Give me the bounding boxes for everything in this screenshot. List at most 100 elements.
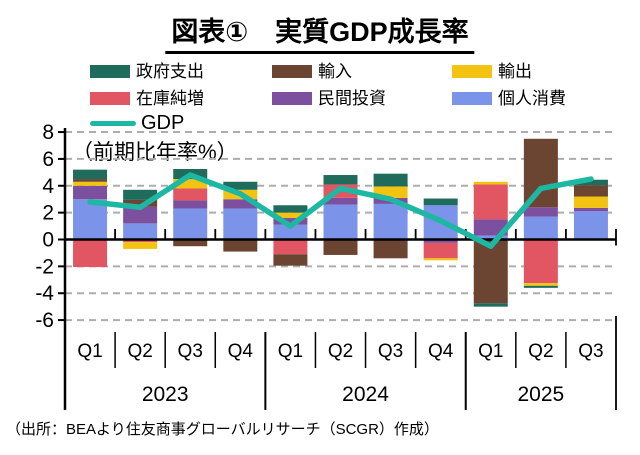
segment-個人消費	[123, 223, 158, 240]
legend-swatch-gdp-line	[90, 121, 136, 126]
segment-個人消費	[223, 208, 258, 240]
segment-輸入	[523, 138, 558, 208]
segment-民間投資	[173, 200, 208, 209]
y-tick-label: 6	[42, 148, 54, 171]
chart-title: 図表① 実質GDP成長率	[165, 10, 475, 54]
bar-2023-Q2	[123, 189, 158, 249]
legend-label-inventories: 在庫純増	[136, 89, 204, 108]
segment-民間投資	[323, 197, 358, 205]
segment-政府支出	[73, 169, 108, 180]
segment-在庫純増	[173, 188, 208, 201]
segment-輸入	[273, 254, 308, 266]
legend-label-investment: 民間投資	[318, 89, 386, 108]
segment-政府支出	[373, 173, 408, 187]
legend-item-exports: 輸出	[452, 63, 532, 80]
segment-輸入	[123, 199, 158, 207]
segment-個人消費	[323, 204, 358, 240]
segment-民間投資	[523, 207, 558, 217]
legend-swatch-government	[90, 65, 130, 78]
quarter-label: Q2	[528, 341, 553, 362]
y-tick-label: 0	[42, 229, 54, 252]
segment-個人消費	[523, 216, 558, 240]
legend-label-exports: 輸出	[498, 62, 532, 81]
segment-個人消費	[173, 208, 208, 240]
segment-政府支出	[273, 205, 308, 213]
legend-label-government: 政府支出	[136, 62, 204, 81]
x-axis	[65, 229, 617, 246]
segment-政府支出	[223, 181, 258, 190]
segment-政府支出	[473, 303, 508, 307]
segment-輸出	[123, 242, 158, 249]
segment-個人消費	[573, 211, 608, 240]
legend-swatch-consumption	[452, 92, 492, 105]
segment-輸出	[273, 212, 308, 219]
y-tick-label: -2	[35, 255, 54, 278]
legend-item-government: 政府支出	[90, 63, 204, 80]
segment-個人消費	[373, 203, 408, 240]
year-label: 2023	[142, 383, 189, 406]
y-axis: 8 6 4 2 0 -2 -4 -6	[35, 121, 67, 410]
y-tick-label: -4	[35, 282, 54, 305]
segment-在庫純増	[473, 184, 508, 220]
segment-政府支出	[323, 175, 358, 185]
segment-政府支出	[123, 189, 158, 200]
segment-在庫純増	[273, 239, 308, 255]
quarter-label: Q2	[127, 341, 152, 362]
quarter-label: Q1	[478, 341, 503, 362]
segment-輸入	[173, 239, 208, 247]
segment-民間投資	[573, 207, 608, 212]
segment-輸入	[373, 239, 408, 259]
legend-label-gdp: GDP	[141, 112, 185, 134]
legend-item-consumption: 個人消費	[452, 90, 566, 107]
source-note: （出所：BEAより住友商事グローバルリサーチ（SCGR）作成）	[6, 421, 439, 438]
legend-item-gdp: GDP	[90, 112, 185, 134]
quarter-label: Q1	[77, 341, 102, 362]
bar-2023-Q1	[73, 169, 108, 268]
quarter-label: Q1	[278, 341, 303, 362]
y-tick-label: 2	[42, 202, 54, 225]
segment-個人消費	[473, 235, 508, 240]
x-labels: Q1 Q2 Q3 Q4 Q1 Q2 Q3 Q4 Q1 Q2 Q3 2023 2024 2025	[77, 316, 617, 410]
segment-輸入	[73, 179, 108, 182]
segment-在庫純増	[523, 239, 558, 284]
segment-民間投資	[73, 185, 108, 200]
segment-個人消費	[273, 224, 308, 240]
legend-item-investment: 民間投資	[272, 90, 386, 107]
segment-民間投資	[123, 206, 158, 224]
segment-政府支出	[573, 179, 608, 186]
bar-2025-Q1	[473, 181, 508, 307]
bar-2024-Q3	[373, 173, 408, 259]
bar-2025-Q3	[573, 179, 608, 240]
segment-政府支出	[523, 285, 558, 288]
segment-民間投資	[273, 218, 308, 225]
legend-swatch-exports	[452, 65, 492, 78]
segment-民間投資	[423, 239, 458, 243]
year-label: 2025	[518, 383, 565, 406]
segment-輸出	[373, 186, 408, 198]
quarter-label: Q3	[578, 341, 603, 362]
quarter-label: Q3	[378, 341, 403, 362]
segment-民間投資	[223, 199, 258, 209]
gdp-line	[87, 172, 594, 249]
segment-輸出	[473, 181, 508, 185]
segment-輸出	[423, 258, 458, 261]
legend-swatch-investment	[272, 92, 312, 105]
legend-swatch-inventories	[90, 92, 130, 105]
legend-label-imports: 輸入	[318, 62, 352, 81]
segment-個人消費	[73, 199, 108, 240]
legend-label-consumption: 個人消費	[498, 89, 566, 108]
quarter-label: Q2	[328, 341, 353, 362]
y-tick-label: 4	[42, 175, 54, 198]
bar-2024-Q2	[323, 175, 358, 255]
quarter-label: Q4	[228, 341, 254, 362]
segment-輸入	[573, 185, 608, 197]
segment-輸出	[523, 283, 558, 286]
quarter-label: Q3	[178, 341, 203, 362]
y-tick-label: -6	[35, 309, 54, 332]
segment-輸出	[73, 181, 108, 186]
quarter-label: Q4	[428, 341, 454, 362]
segment-民間投資	[473, 219, 508, 236]
y-tick-label: 8	[42, 121, 54, 144]
